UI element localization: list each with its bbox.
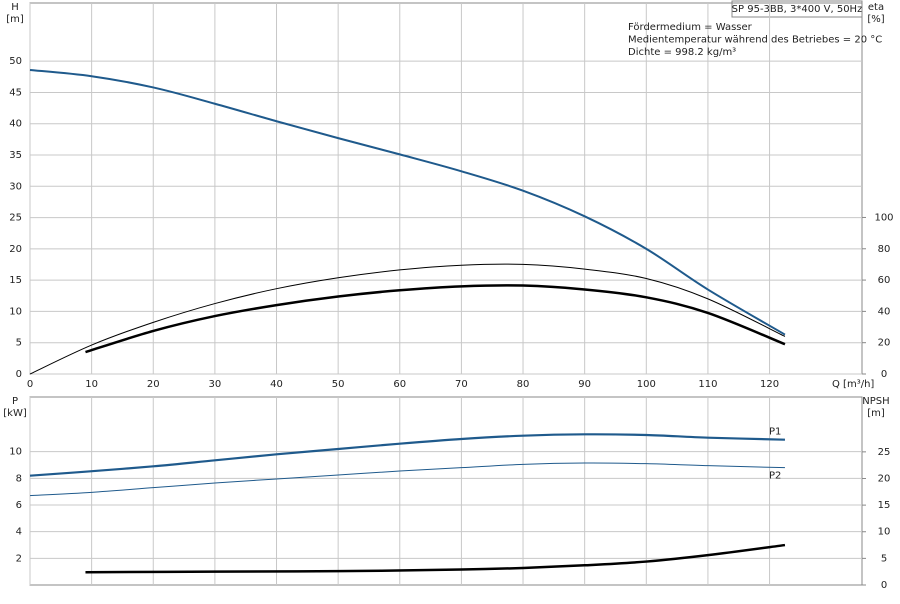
x-tick-label: 30 — [209, 379, 222, 390]
y-tick-label: 0 — [16, 369, 22, 380]
y2-tick-label: 0 — [881, 580, 887, 591]
curve — [29, 462, 785, 497]
y2-axis-label: NPSH — [862, 396, 889, 407]
y2-tick-label: 5 — [881, 553, 887, 564]
y2-tick-label: 0 — [881, 369, 887, 380]
plot-area — [29, 2, 863, 375]
y-tick-label: 6 — [16, 500, 22, 511]
plot-area — [29, 396, 863, 586]
y2-axis-unit: [%] — [867, 14, 884, 25]
y-tick-label: 15 — [9, 275, 22, 286]
y-tick-label: 2 — [16, 553, 22, 564]
curve — [29, 263, 786, 375]
y-tick-label: 35 — [9, 150, 22, 161]
y-tick-label: 40 — [9, 119, 22, 130]
y-tick-label: 25 — [9, 213, 22, 224]
y-tick-label: 20 — [9, 244, 22, 255]
y2-tick-label: 15 — [878, 500, 891, 511]
legend-label: P2 — [769, 471, 781, 482]
annotation: Dichte = 998.2 kg/m³ — [628, 47, 736, 58]
y-tick-label: 4 — [16, 527, 22, 538]
y-tick-label: 5 — [16, 338, 22, 349]
x-tick-label: 0 — [27, 379, 33, 390]
legend-label: P1 — [769, 427, 781, 438]
y-tick-label: 8 — [16, 473, 22, 484]
curve — [85, 284, 786, 354]
y2-tick-label: 25 — [878, 447, 891, 458]
x-tick-label: 40 — [270, 379, 283, 390]
curve — [29, 433, 785, 477]
x-tick-label: 120 — [760, 379, 779, 390]
y-axis-unit: [m] — [6, 14, 24, 25]
y2-tick-label: 10 — [878, 527, 891, 538]
x-tick-label: 60 — [393, 379, 406, 390]
x-tick-label: 70 — [455, 379, 468, 390]
y2-tick-label: 80 — [878, 244, 891, 255]
x-tick-label: 10 — [85, 379, 98, 390]
y-axis-label: P — [12, 396, 18, 407]
y-tick-label: 50 — [9, 56, 22, 67]
annotation: Medientemperatur während des Betriebes =… — [628, 35, 882, 46]
curve — [85, 543, 786, 574]
y-tick-label: 10 — [9, 447, 22, 458]
x-tick-label: 20 — [147, 379, 160, 390]
x-tick-label: 80 — [517, 379, 530, 390]
y2-tick-label: 60 — [878, 275, 891, 286]
x-tick-label: 110 — [698, 379, 717, 390]
y-tick-label: 45 — [9, 87, 22, 98]
y2-tick-label: 100 — [874, 212, 893, 223]
y2-tick-label: 40 — [878, 306, 891, 317]
chart-title: SP 95-3BB, 3*400 V, 50Hz — [732, 4, 863, 15]
y2-axis-unit: [m] — [867, 408, 885, 419]
y2-tick-label: 20 — [878, 473, 891, 484]
x-tick-label: 100 — [637, 379, 656, 390]
x-axis-label: Q [m³/h] — [832, 379, 874, 390]
annotation: Fördermedium = Wasser — [628, 22, 753, 33]
y-tick-label: 10 — [9, 306, 22, 317]
y2-tick-label: 20 — [878, 338, 891, 349]
curve — [29, 68, 786, 336]
y-axis-label: H — [11, 2, 19, 13]
x-tick-label: 50 — [332, 379, 345, 390]
y2-axis-label: eta — [868, 2, 884, 13]
x-tick-label: 90 — [578, 379, 591, 390]
y-tick-label: 30 — [9, 181, 22, 192]
y-axis-unit: [kW] — [3, 408, 27, 419]
